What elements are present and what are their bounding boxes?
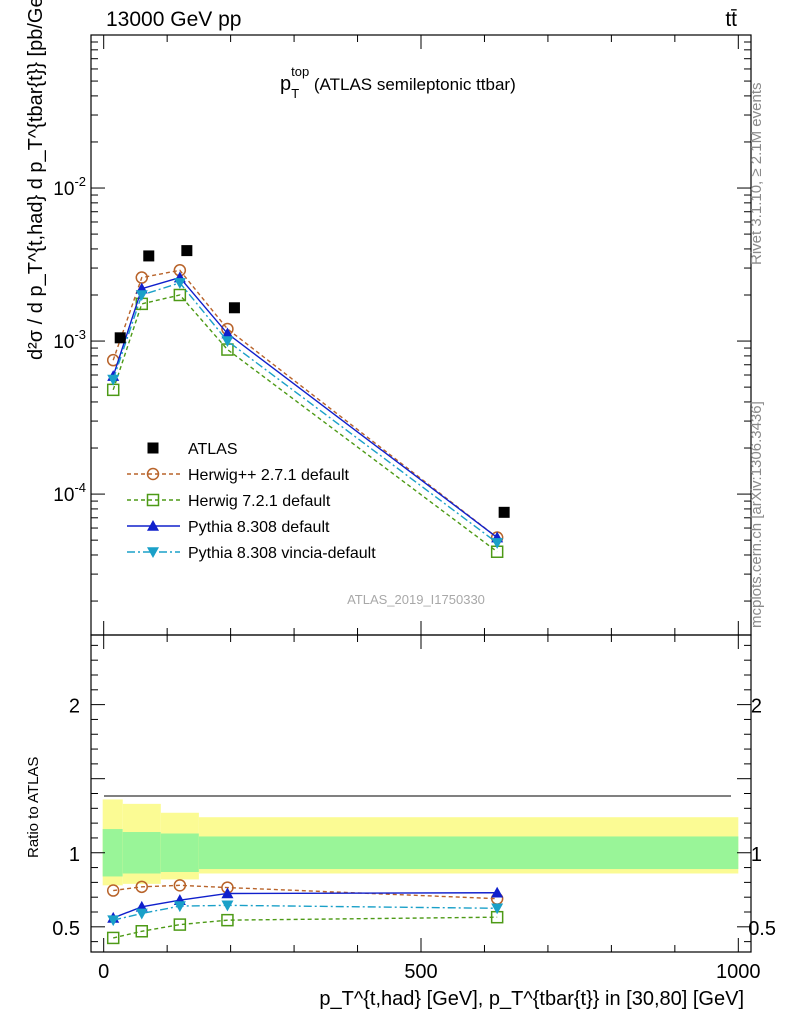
legend-label-atlas: ATLAS <box>188 441 238 458</box>
ratio-y-tick-label-right: 0.5 <box>748 918 776 940</box>
x-tick-label: 1000 <box>716 961 761 983</box>
legend-marker-3 <box>147 547 159 558</box>
ratio-band-green <box>256 836 739 870</box>
main-series <box>106 245 510 558</box>
plot-title: ptop T (ATLAS semileptonic ttbar) <box>280 64 516 101</box>
ratio-y-tick-label-right: 1 <box>751 844 762 866</box>
ratio-series <box>106 879 504 945</box>
ratio-band-green <box>102 829 123 877</box>
ratio-line-2 <box>112 892 498 919</box>
ratio-plot-frame <box>90 634 752 953</box>
main-y-tick-base: 10 <box>53 485 74 506</box>
ratio-point-0 <box>135 880 149 894</box>
ratio-point-2 <box>491 886 504 898</box>
main-y-tick-base: 10 <box>53 179 74 200</box>
ratio-point-0 <box>173 879 187 892</box>
main-tick-labels: 10-210-310-4 <box>53 174 86 506</box>
x-tick-label: 0 <box>98 961 109 983</box>
series-point-3 <box>135 290 148 301</box>
series-point-1 <box>173 288 187 302</box>
ratio-y-tick-label-left: 0.5 <box>52 918 80 940</box>
legend-marker-atlas <box>147 442 159 454</box>
legend: ATLAS Herwig++ 2.7.1 default Herwig 7.2.1 … <box>127 441 376 562</box>
plot-title-rest: (ATLAS semileptonic ttbar) <box>309 75 516 94</box>
atlas-data-point <box>114 332 126 344</box>
main-y-axis-label: d²σ / d p_T^{t,had} d p_T^{tbar{t}} [pb/… <box>25 0 47 360</box>
ratio-point-3 <box>107 915 120 927</box>
ratio-y-tick-label-left: 1 <box>69 844 80 866</box>
ratio-band-green <box>122 832 161 874</box>
x-axis-label: p_T^{t,had} [GeV], p_T^{tbar{t}} in [30,… <box>319 988 744 1010</box>
atlas-data-point <box>181 245 193 257</box>
ratio-point-3 <box>173 901 186 913</box>
ratio-y-tick-label-right: 2 <box>751 696 762 718</box>
main-y-tick-label: 10-4 <box>53 480 86 506</box>
ratio-line-1 <box>113 916 498 939</box>
plot-title-sub: T <box>291 86 299 101</box>
ratio-line-0 <box>113 884 498 900</box>
ratio-line-3 <box>113 904 498 921</box>
ratio-point-1 <box>135 925 149 938</box>
ratio-panel: 2 2 1 1 0.5 0.5 0 500 1000 Ratio to ATLAS <box>25 634 776 983</box>
ratio-point-3 <box>135 908 148 920</box>
main-y-tick-base: 10 <box>53 332 74 353</box>
series-point-3 <box>173 278 186 289</box>
main-y-tick-exponent: -3 <box>74 327 86 342</box>
main-y-tick-exponent: -4 <box>74 480 86 495</box>
series-point-2 <box>221 327 234 339</box>
ratio-uncertainty-bands <box>102 799 739 886</box>
series-point-3 <box>107 374 120 386</box>
main-y-tick-exponent: -2 <box>74 174 86 189</box>
header-process-label: tt̄ <box>725 8 737 31</box>
main-y-tick-label: 10-2 <box>53 174 86 200</box>
series-point-3 <box>221 336 234 348</box>
legend-label-3: Pythia 8.308 vincia-default <box>188 545 376 562</box>
ratio-point-1 <box>173 918 187 931</box>
ratio-point-1 <box>221 913 234 927</box>
series-line-1 <box>112 294 498 553</box>
ratio-y-axis-label: Ratio to ATLAS <box>25 757 42 858</box>
ratio-point-3 <box>491 903 504 915</box>
legend-label-0: Herwig++ 2.7.1 default <box>188 467 350 484</box>
ratio-axis-ticks <box>91 635 751 952</box>
mcplots-label: mcplots.cern.ch [arXiv:1306.3436] <box>748 401 765 628</box>
analysis-watermark: ATLAS_2019_I1750330 <box>347 592 485 607</box>
atlas-data-point <box>228 302 240 314</box>
plot-title-main: p <box>280 73 291 95</box>
rivet-version-label: Rivet 3.1.10, ≥ 2.1M events <box>748 83 765 266</box>
legend-label-2: Pythia 8.308 default <box>188 519 330 536</box>
ratio-point-0 <box>106 884 120 897</box>
ratio-y-tick-label-left: 2 <box>69 696 80 718</box>
series-point-3 <box>491 538 504 549</box>
x-tick-label: 500 <box>404 961 437 983</box>
legend-label-1: Herwig 7.2.1 default <box>188 493 331 510</box>
ratio-band-green <box>160 833 199 873</box>
plot-title-sup: top <box>291 64 309 79</box>
main-panel: 10-210-310-4 ptop T (ATLAS semileptonic t… <box>25 0 752 636</box>
main-y-tick-label: 10-3 <box>53 327 86 353</box>
main-axis-ticks <box>91 34 751 635</box>
ratio-point-3 <box>221 900 234 912</box>
header-energy-label: 13000 GeV pp <box>106 8 241 31</box>
ratio-tick-labels: 2 2 1 1 0.5 0.5 0 500 1000 <box>52 696 776 983</box>
legend-marker-2 <box>147 520 159 531</box>
legend-marker-0 <box>146 467 160 481</box>
ratio-point-1 <box>106 931 120 945</box>
atlas-data-point <box>498 506 510 518</box>
ratio-band-green <box>198 836 256 870</box>
atlas-data-point <box>143 250 155 262</box>
series-line-0 <box>112 269 498 539</box>
ratio-point-2 <box>221 887 234 899</box>
legend-marker-1 <box>146 493 160 507</box>
